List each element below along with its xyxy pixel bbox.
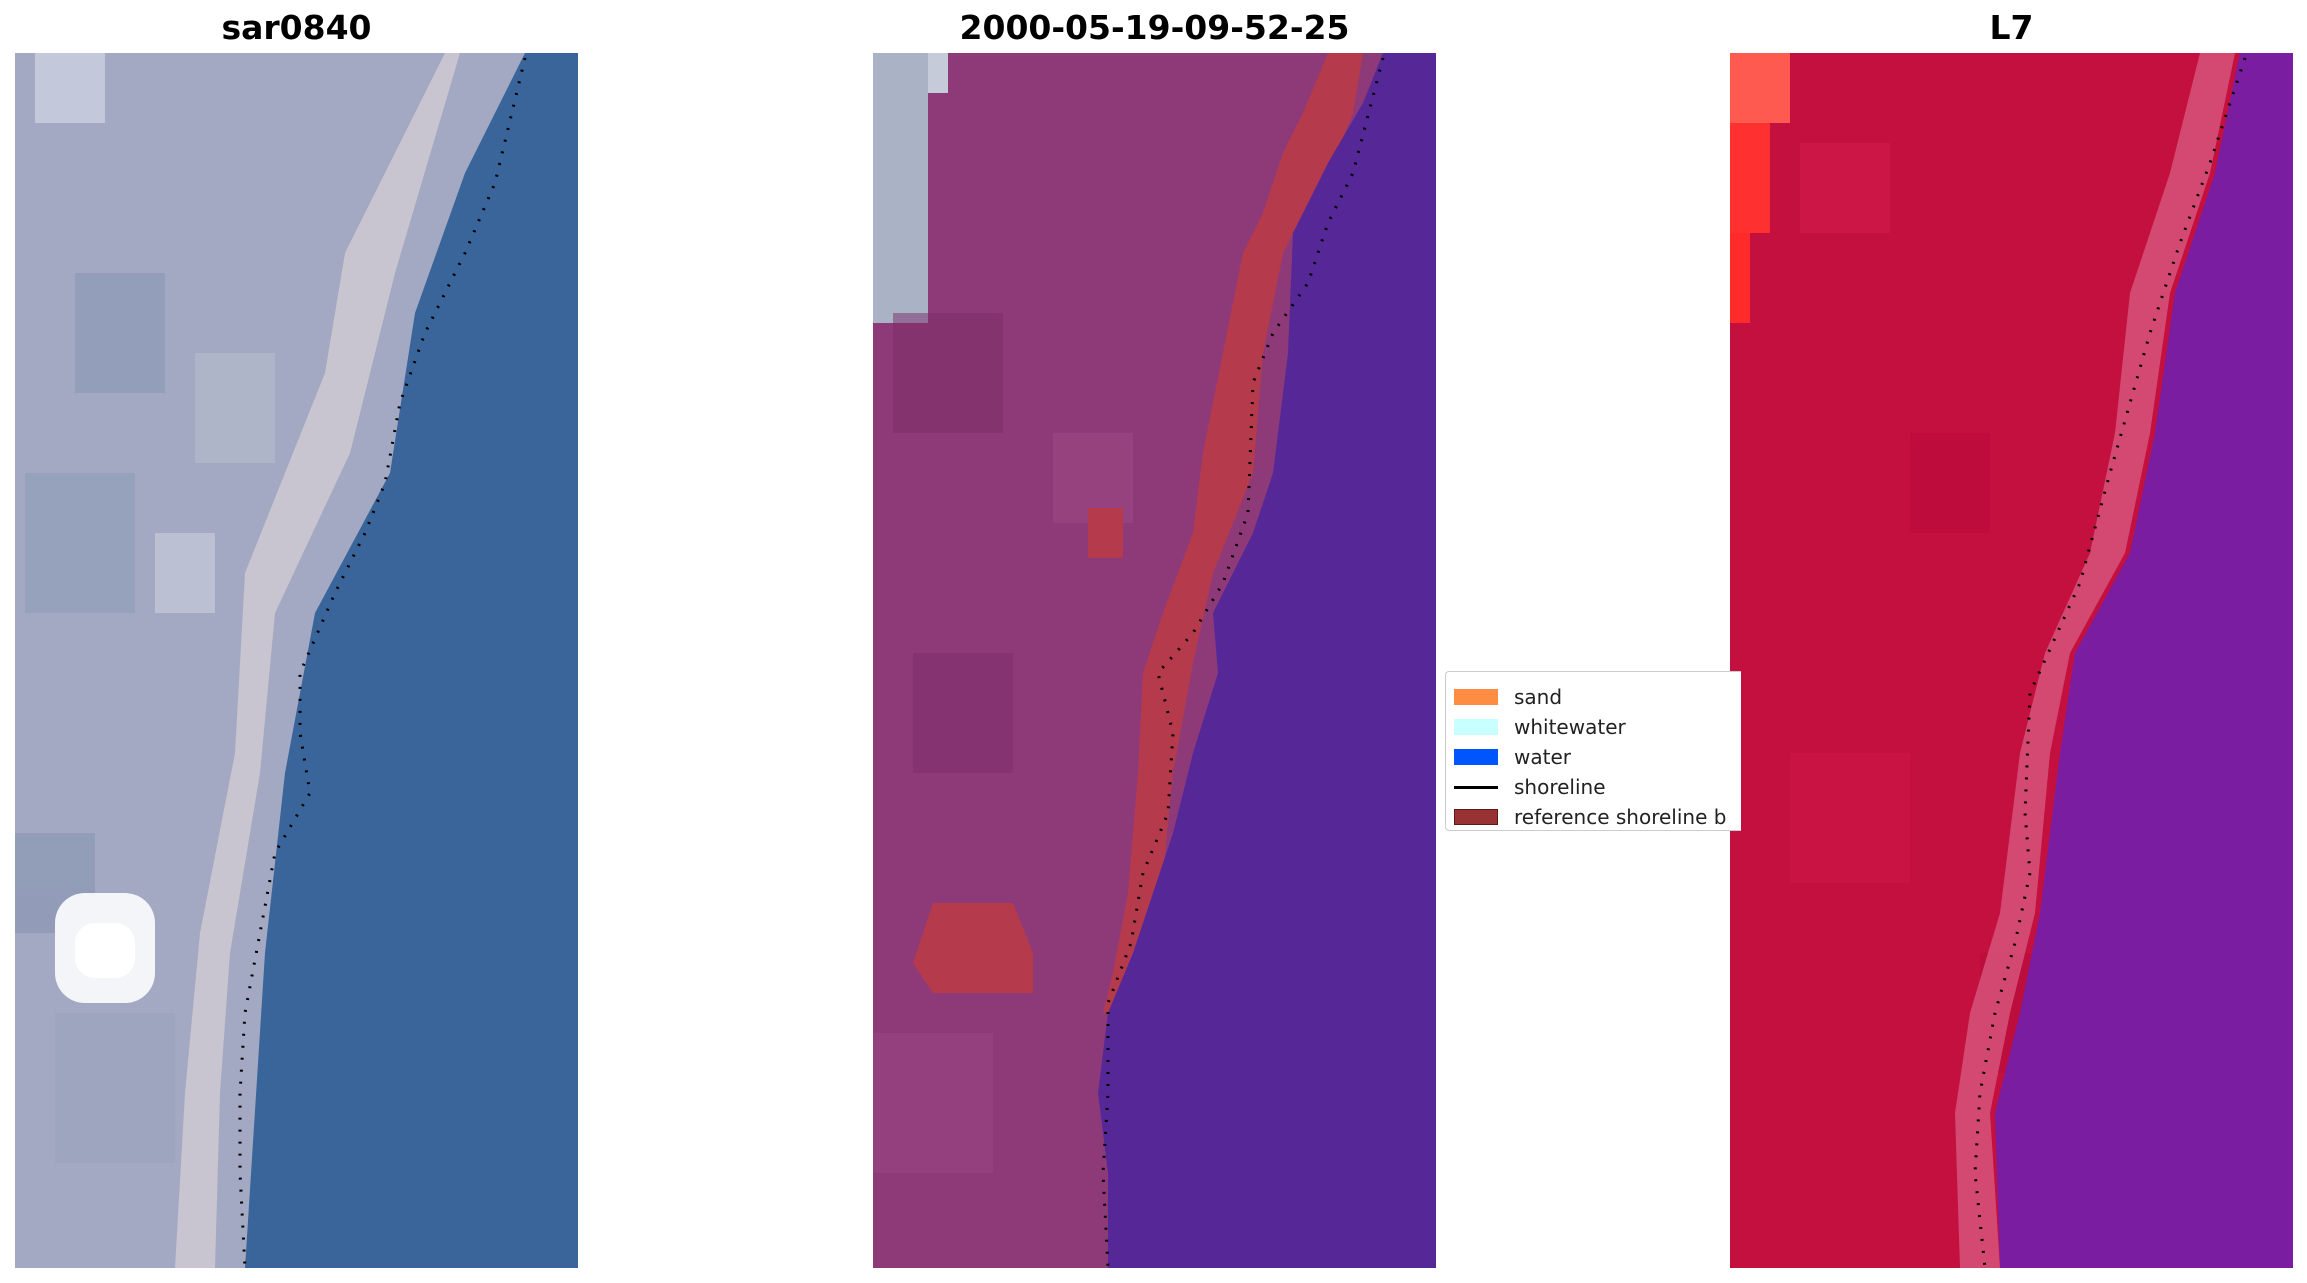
legend-item-water: water [1454, 742, 1571, 772]
legend-label-water: water [1514, 745, 1571, 769]
panel-title-classified: 2000-05-19-09-52-25 [959, 8, 1350, 47]
falsecolor-image-panel [1730, 53, 2293, 1268]
legend-label-sand: sand [1514, 685, 1563, 709]
falsecolor-image [1730, 53, 2293, 1268]
panel-title-rgb: sar0840 [221, 8, 372, 47]
panel-title-falsecolor: L7 [1989, 8, 2034, 47]
legend-swatch-sand [1454, 689, 1498, 705]
legend-item-reference-shoreline: reference shoreline b [1454, 802, 1727, 830]
classified-image-panel [873, 53, 1436, 1268]
legend-item-whitewater: whitewater [1454, 712, 1626, 742]
legend-swatch-whitewater [1454, 719, 1498, 735]
classified-image [873, 53, 1436, 1268]
legend-label-whitewater: whitewater [1514, 715, 1626, 739]
rgb-satellite-image [15, 53, 578, 1268]
legend-item-shoreline: shoreline [1454, 772, 1606, 802]
legend-label-shoreline: shoreline [1514, 775, 1606, 799]
rgb-image-panel [15, 53, 578, 1268]
legend-item-sand: sand [1454, 682, 1562, 712]
legend: sand whitewater water shoreline referenc… [1445, 671, 1741, 831]
legend-label-reference-shoreline: reference shoreline b [1514, 805, 1727, 829]
legend-swatch-reference-shoreline [1454, 809, 1498, 825]
shoreline-rgb [238, 57, 527, 1268]
legend-line-shoreline [1454, 785, 1498, 789]
legend-swatch-water [1454, 749, 1498, 765]
